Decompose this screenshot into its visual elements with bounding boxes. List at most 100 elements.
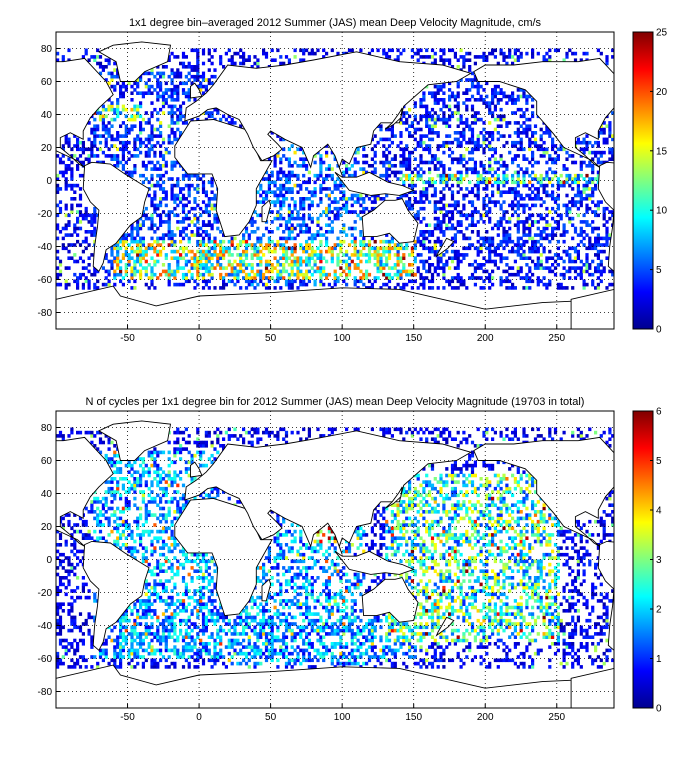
heatmap-cell [136,220,140,224]
heatmap-cell [522,114,526,119]
heatmap-cell [556,180,560,185]
heatmap-cell [390,140,394,145]
heatmap-cell [176,203,180,208]
heatmap-cell [121,154,125,158]
heatmap-cell [262,51,266,56]
heatmap-cell [121,233,125,237]
heatmap-cell [161,91,166,95]
heatmap-cell [93,55,97,59]
heatmap-cell [559,147,563,152]
heatmap-cell [436,249,440,254]
heatmap-cell [96,516,100,521]
heatmap-cell [159,164,163,168]
heatmap-cell [327,249,331,254]
heatmap-cell [93,140,97,145]
heatmap-cell [259,239,263,244]
heatmap-cell [591,243,595,247]
heatmap-cell [548,256,552,260]
heatmap-cell [408,167,412,171]
heatmap-cell [207,200,211,204]
heatmap-cell [448,48,452,53]
heatmap-cell [141,612,145,616]
heatmap-cell [84,239,88,244]
heatmap-cell [496,243,500,247]
heatmap-cell [279,269,283,274]
heatmap-cell [204,266,208,270]
heatmap-cell [58,282,63,287]
heatmap-cell [179,187,183,191]
heatmap-cell [227,246,231,251]
heatmap-cell [433,253,437,257]
heatmap-cell [470,190,475,194]
heatmap-cell [81,249,85,254]
heatmap-cell [239,269,243,274]
heatmap-cell [276,216,280,221]
heatmap-cell [104,140,108,145]
heatmap-cell [153,150,157,155]
heatmap-cell [430,193,435,198]
heatmap-cell [133,88,137,92]
heatmap-cell [456,200,460,204]
heatmap-cell [107,533,111,537]
heatmap-cell [425,236,429,241]
heatmap-cell [528,230,532,234]
heatmap-cell [173,193,177,198]
heatmap-cell [87,256,91,260]
heatmap-cell [144,625,148,630]
heatmap-cell [382,272,386,277]
heatmap-cell [124,543,128,547]
heatmap-cell [67,183,71,188]
heatmap-cell [107,61,111,66]
heatmap-cell [244,272,249,277]
heatmap-cell [201,51,206,56]
heatmap-cell [181,121,186,125]
heatmap-cell [98,140,103,145]
heatmap-cell [119,124,123,128]
heatmap-cell [559,180,563,185]
heatmap-cell [485,183,489,188]
heatmap-cell [565,150,569,155]
heatmap-cell [516,236,520,241]
heatmap-cell [339,243,343,247]
heatmap-cell [136,84,140,89]
heatmap-cell [531,114,535,119]
heatmap-cell [121,519,125,524]
heatmap-cell [299,282,303,287]
heatmap-cell [119,658,123,663]
heatmap-cell [133,259,137,264]
heatmap-cell [273,180,277,185]
heatmap-cell [147,160,151,165]
heatmap-cell [196,259,200,264]
heatmap-cell [287,279,291,284]
heatmap-cell [531,220,535,224]
heatmap-cell [90,253,94,257]
heatmap-cell [116,506,120,511]
heatmap-cell [430,177,435,181]
heatmap-cell [167,236,171,241]
heatmap-cell [84,595,88,600]
heatmap-cell [439,117,443,122]
heatmap-cell [482,239,486,244]
heatmap-cell [90,147,94,152]
heatmap-cell [144,648,148,653]
heatmap-cell [505,121,509,125]
heatmap-cell [319,157,323,161]
heatmap-cell [611,48,614,53]
heatmap-cell [144,206,148,211]
heatmap-cell [568,269,572,274]
heatmap-cell [144,506,148,511]
heatmap-cell [279,200,283,204]
heatmap-cell [433,154,437,158]
heatmap-cell [316,230,320,234]
heatmap-cell [244,263,249,267]
heatmap-cell [482,147,486,152]
heatmap-cell [442,48,446,53]
heatmap-cell [56,585,60,590]
heatmap-cell [170,68,174,72]
heatmap-cell [408,114,412,119]
heatmap-cell [528,256,532,260]
heatmap-cell [488,236,492,241]
heatmap-cell [150,622,154,626]
heatmap-cell [219,246,223,251]
heatmap-cell [393,286,397,290]
